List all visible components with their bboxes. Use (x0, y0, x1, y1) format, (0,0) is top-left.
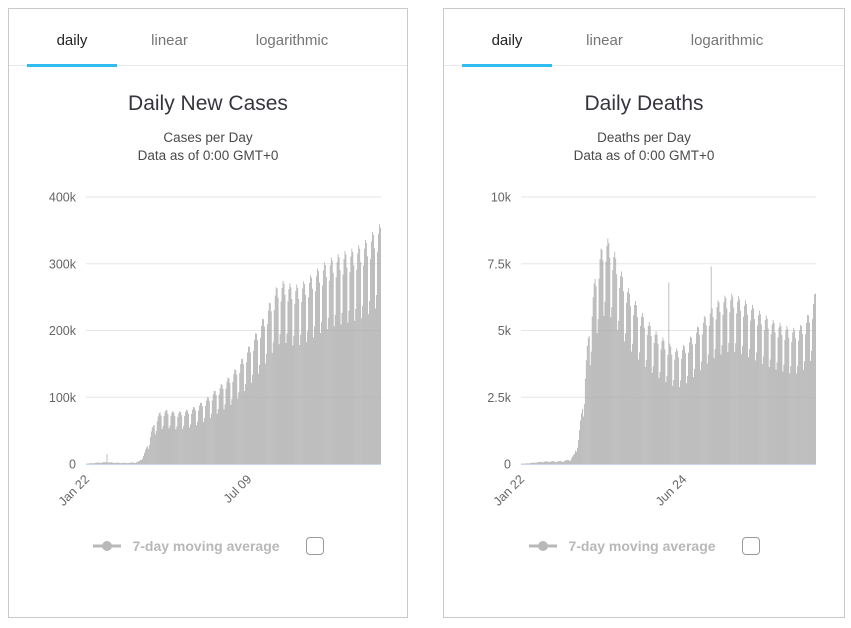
tab-logarithmic[interactable]: logarithmic (690, 32, 764, 49)
moving-average-marker-icon (529, 541, 558, 551)
daily-deaths-card: daily linear logarithmic Daily Deaths De… (443, 8, 845, 618)
chart-tabs: daily linear logarithmic (444, 9, 844, 67)
deaths-bar-chart: 0 2.5k 5k 7.5k 10k Jan 22 Jun 24 (487, 191, 816, 509)
svg-text:200k: 200k (49, 324, 77, 338)
svg-text:2.5k: 2.5k (487, 391, 511, 405)
tab-daily[interactable]: daily (462, 32, 552, 67)
moving-average-marker-icon (93, 541, 122, 551)
legend-label: 7-day moving average (132, 538, 280, 554)
legend-row: 7-day moving average (9, 537, 407, 555)
tab-daily[interactable]: daily (27, 32, 117, 67)
subtitle-line-2: Data as of 0:00 GMT+0 (137, 148, 279, 164)
chart-subtitle: Deaths per Day Data as of 0:00 GMT+0 (444, 129, 844, 165)
daily-new-cases-card: daily linear logarithmic Daily New Cases… (8, 8, 408, 618)
tab-logarithmic[interactable]: logarithmic (255, 32, 329, 49)
cases-bar-chart: 0 100k 200k 300k 400k Jan 22 Jul 09 (49, 191, 381, 509)
subtitle-line-1: Cases per Day (163, 130, 253, 145)
tab-linear[interactable]: linear (586, 32, 623, 49)
chart-subtitle: Cases per Day Data as of 0:00 GMT+0 (9, 129, 407, 165)
svg-text:7.5k: 7.5k (487, 257, 511, 271)
svg-text:Jan 22: Jan 22 (56, 472, 92, 508)
svg-text:0: 0 (504, 458, 511, 472)
legend-label: 7-day moving average (568, 538, 716, 554)
chart-title: Daily Deaths (584, 92, 704, 115)
svg-text:Jul 09: Jul 09 (221, 472, 255, 506)
svg-text:5k: 5k (498, 324, 512, 338)
svg-text:0: 0 (69, 458, 76, 472)
chart-tabs: daily linear logarithmic (9, 9, 407, 67)
svg-text:300k: 300k (49, 257, 77, 271)
svg-text:100k: 100k (49, 391, 77, 405)
subtitle-line-2: Data as of 0:00 GMT+0 (573, 148, 715, 164)
svg-text:400k: 400k (49, 191, 77, 205)
svg-text:Jun 24: Jun 24 (653, 472, 689, 508)
svg-text:Jan 22: Jan 22 (491, 472, 527, 508)
moving-average-checkbox[interactable] (741, 537, 760, 555)
moving-average-checkbox[interactable] (305, 537, 324, 555)
svg-text:10k: 10k (491, 191, 512, 205)
chart-title: Daily New Cases (128, 92, 288, 115)
tab-linear[interactable]: linear (151, 32, 188, 49)
subtitle-line-1: Deaths per Day (597, 130, 691, 145)
legend-row: 7-day moving average (444, 537, 844, 555)
